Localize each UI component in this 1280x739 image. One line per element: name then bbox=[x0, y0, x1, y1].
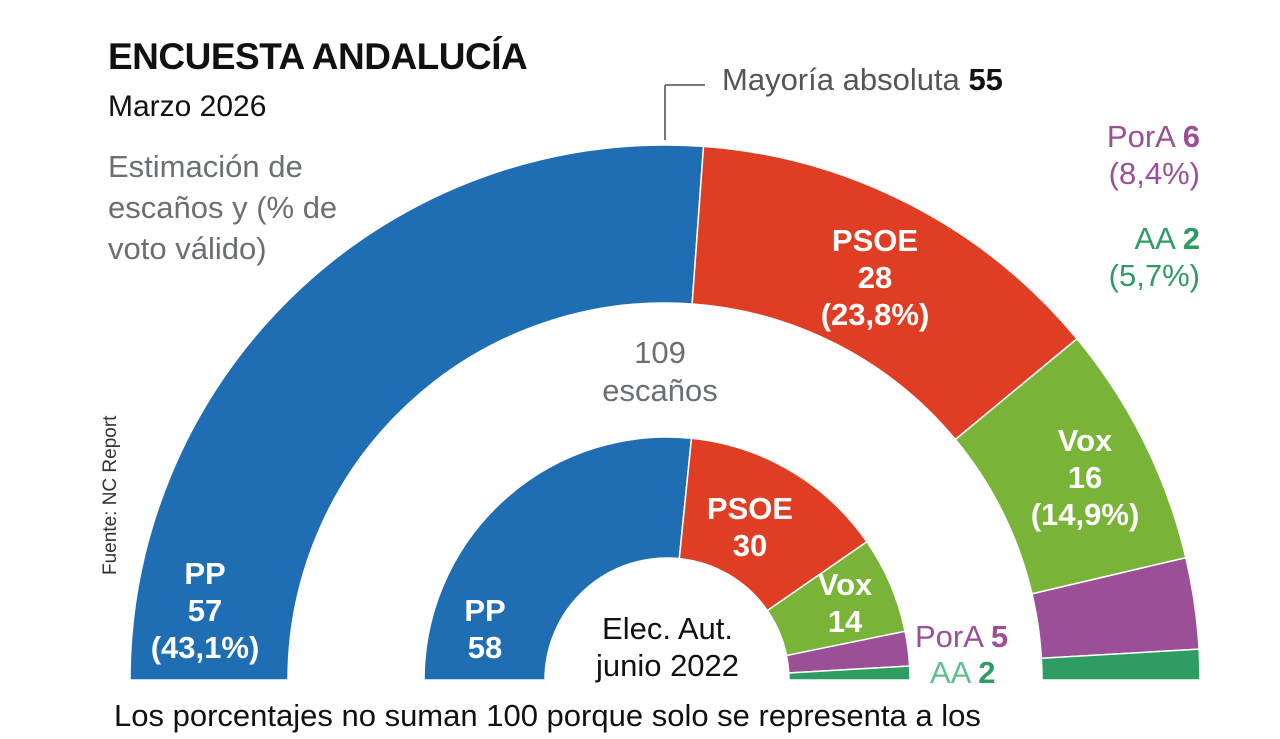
party-name: Vox bbox=[1057, 423, 1113, 458]
segment-2026-pp bbox=[129, 144, 705, 681]
chart-description: Estimación de escaños y (% de voto válid… bbox=[108, 149, 338, 266]
majority-text: Mayoría absoluta bbox=[722, 62, 960, 97]
seat-count: 30 bbox=[732, 528, 768, 563]
label-2022-vox: Vox 14 bbox=[805, 566, 885, 640]
majority-label: Mayoría absoluta 55 bbox=[722, 62, 1003, 98]
seat-count: 5 bbox=[990, 619, 1009, 654]
chart-subtitle: Marzo 2026 bbox=[108, 90, 267, 123]
label-2022-pp: PP 58 bbox=[440, 592, 530, 666]
seat-count: 14 bbox=[827, 604, 863, 639]
seat-count: 16 bbox=[1067, 460, 1103, 495]
label-2026-pp: PP 57 (43,1%) bbox=[130, 555, 280, 666]
vote-pct: (43,1%) bbox=[150, 630, 260, 665]
vote-pct: (5,7%) bbox=[1108, 258, 1200, 293]
total-seats-value: 109 bbox=[634, 335, 686, 370]
segment-2022-pp bbox=[423, 436, 693, 681]
segment-2022-psoe bbox=[678, 437, 868, 612]
label-2026-pora: PorA 6 (8,4%) bbox=[1107, 118, 1200, 192]
footnote: Los porcentajes no suman 100 porque solo… bbox=[114, 698, 981, 733]
segment-2022-aa bbox=[788, 665, 911, 681]
party-name: PP bbox=[464, 593, 506, 628]
total-seats-label: escaños bbox=[602, 373, 718, 408]
seat-count: 28 bbox=[857, 260, 893, 295]
party-name: PSOE bbox=[706, 491, 794, 526]
label-2026-aa: AA 2 (5,7%) bbox=[1109, 220, 1200, 294]
total-seats: 109 escaños bbox=[560, 334, 760, 410]
party-name: PorA bbox=[1106, 119, 1175, 154]
seat-count: 2 bbox=[1182, 221, 1200, 256]
party-name: AA bbox=[930, 655, 970, 690]
majority-value: 55 bbox=[968, 62, 1003, 97]
seat-count: 57 bbox=[187, 593, 223, 628]
seat-count: 6 bbox=[1182, 119, 1200, 154]
party-name: PP bbox=[184, 556, 226, 591]
label-2022-psoe: PSOE 30 bbox=[690, 490, 810, 564]
label-2026-vox: Vox 16 (14,9%) bbox=[1010, 422, 1160, 533]
seat-count: 2 bbox=[978, 655, 996, 690]
chart-title: ENCUESTA ANDALUCÍA bbox=[108, 36, 528, 77]
party-name: AA bbox=[1134, 221, 1175, 256]
label-2026-psoe: PSOE 28 (23,8%) bbox=[795, 222, 955, 333]
inner-caption-line1: Elec. Aut. bbox=[602, 611, 733, 646]
segment-2026-aa bbox=[1040, 648, 1201, 681]
inner-caption: Elec. Aut. junio 2022 bbox=[555, 610, 780, 684]
vote-pct: (23,8%) bbox=[820, 297, 930, 332]
inner-caption-line2: junio 2022 bbox=[595, 648, 740, 683]
label-2022-aa: AA 2 bbox=[930, 654, 996, 691]
party-name: PorA bbox=[915, 619, 983, 654]
party-name: Vox bbox=[817, 567, 873, 602]
seat-count: 58 bbox=[467, 630, 503, 665]
party-name: PSOE bbox=[831, 223, 919, 258]
vote-pct: (8,4%) bbox=[1108, 156, 1200, 191]
vote-pct: (14,9%) bbox=[1030, 497, 1140, 532]
label-2022-pora: PorA 5 bbox=[915, 618, 1008, 655]
